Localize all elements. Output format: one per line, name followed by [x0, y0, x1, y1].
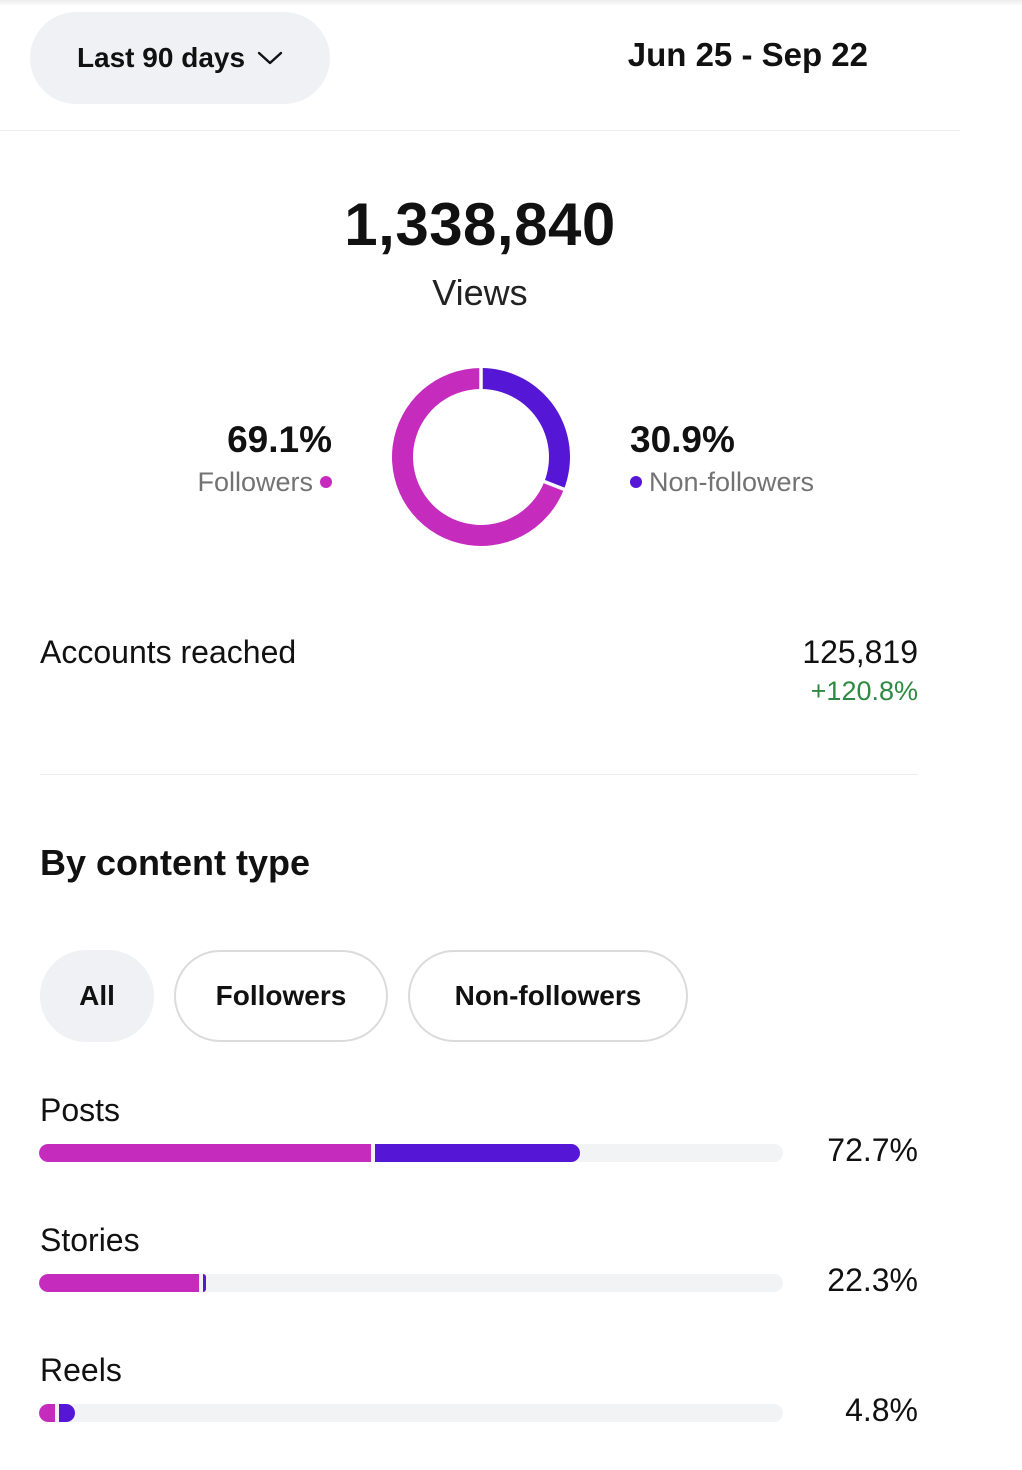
- non-followers-legend-dot: [630, 476, 642, 488]
- content-type-label: Reels: [40, 1352, 122, 1388]
- non-followers-legend: Non-followers: [630, 462, 814, 502]
- top-shadow: [0, 0, 1022, 6]
- date-range-text: Jun 25 - Sep 22: [627, 36, 868, 73]
- followers-percent: 69.1%: [227, 419, 332, 460]
- date-range-dropdown[interactable]: Last 90 days: [30, 12, 330, 104]
- non-followers-donut-slice: [481, 368, 570, 490]
- followers-bar-segment: [39, 1144, 372, 1162]
- chevron-down-icon: [257, 51, 283, 65]
- followers-split: 69.1% Followers: [197, 418, 332, 502]
- followers-legend: Followers: [197, 462, 332, 502]
- content-type-bar: [39, 1274, 783, 1292]
- date-range-dropdown-label: Last 90 days: [76, 42, 246, 73]
- donut-gap-split: [541, 479, 567, 492]
- non-followers-bar-segment: [375, 1144, 580, 1162]
- non-followers-split: 30.9% Non-followers: [630, 418, 814, 502]
- content-type-percent: 4.8%: [845, 1392, 918, 1428]
- content-type-row-posts: Posts 72.7%: [0, 1092, 1022, 1192]
- followers-bar-segment: [39, 1274, 200, 1292]
- filter-followers[interactable]: Followers: [174, 950, 388, 1042]
- content-type-label: Posts: [40, 1092, 121, 1128]
- content-type-row-reels: Reels 4.8%: [0, 1352, 1022, 1452]
- content-type-bar: [39, 1144, 783, 1162]
- content-type-percent: 22.3%: [827, 1262, 918, 1298]
- content-type-row-stories: Stories 22.3%: [0, 1222, 1022, 1322]
- followers-bar-segment: [39, 1404, 55, 1422]
- filter-all[interactable]: All: [40, 950, 154, 1042]
- accounts-reached-value: 125,819: [802, 634, 918, 670]
- non-followers-legend-label: Non-followers: [649, 467, 815, 497]
- content-type-bar: [39, 1404, 783, 1422]
- audience-donut-chart: [392, 366, 570, 546]
- content-type-percent: 72.7%: [827, 1132, 918, 1168]
- non-followers-bar-segment: [203, 1274, 207, 1292]
- content-type-label: Stories: [40, 1222, 140, 1258]
- non-followers-percent: 30.9%: [630, 419, 735, 460]
- views-label: Views: [432, 272, 528, 313]
- views-total: 1,338,840: [344, 191, 616, 258]
- accounts-reached-label: Accounts reached: [40, 634, 297, 670]
- content-type-title: By content type: [40, 842, 311, 883]
- insights-header: Last 90 days Jun 25 - Sep 22: [0, 0, 1022, 131]
- filter-non-followers[interactable]: Non-followers: [408, 950, 688, 1042]
- section-divider: [40, 774, 918, 775]
- accounts-reached-change: +120.8%: [810, 676, 918, 706]
- followers-legend-dot: [320, 476, 332, 488]
- followers-legend-label: Followers: [197, 467, 313, 497]
- non-followers-bar-segment: [58, 1404, 75, 1422]
